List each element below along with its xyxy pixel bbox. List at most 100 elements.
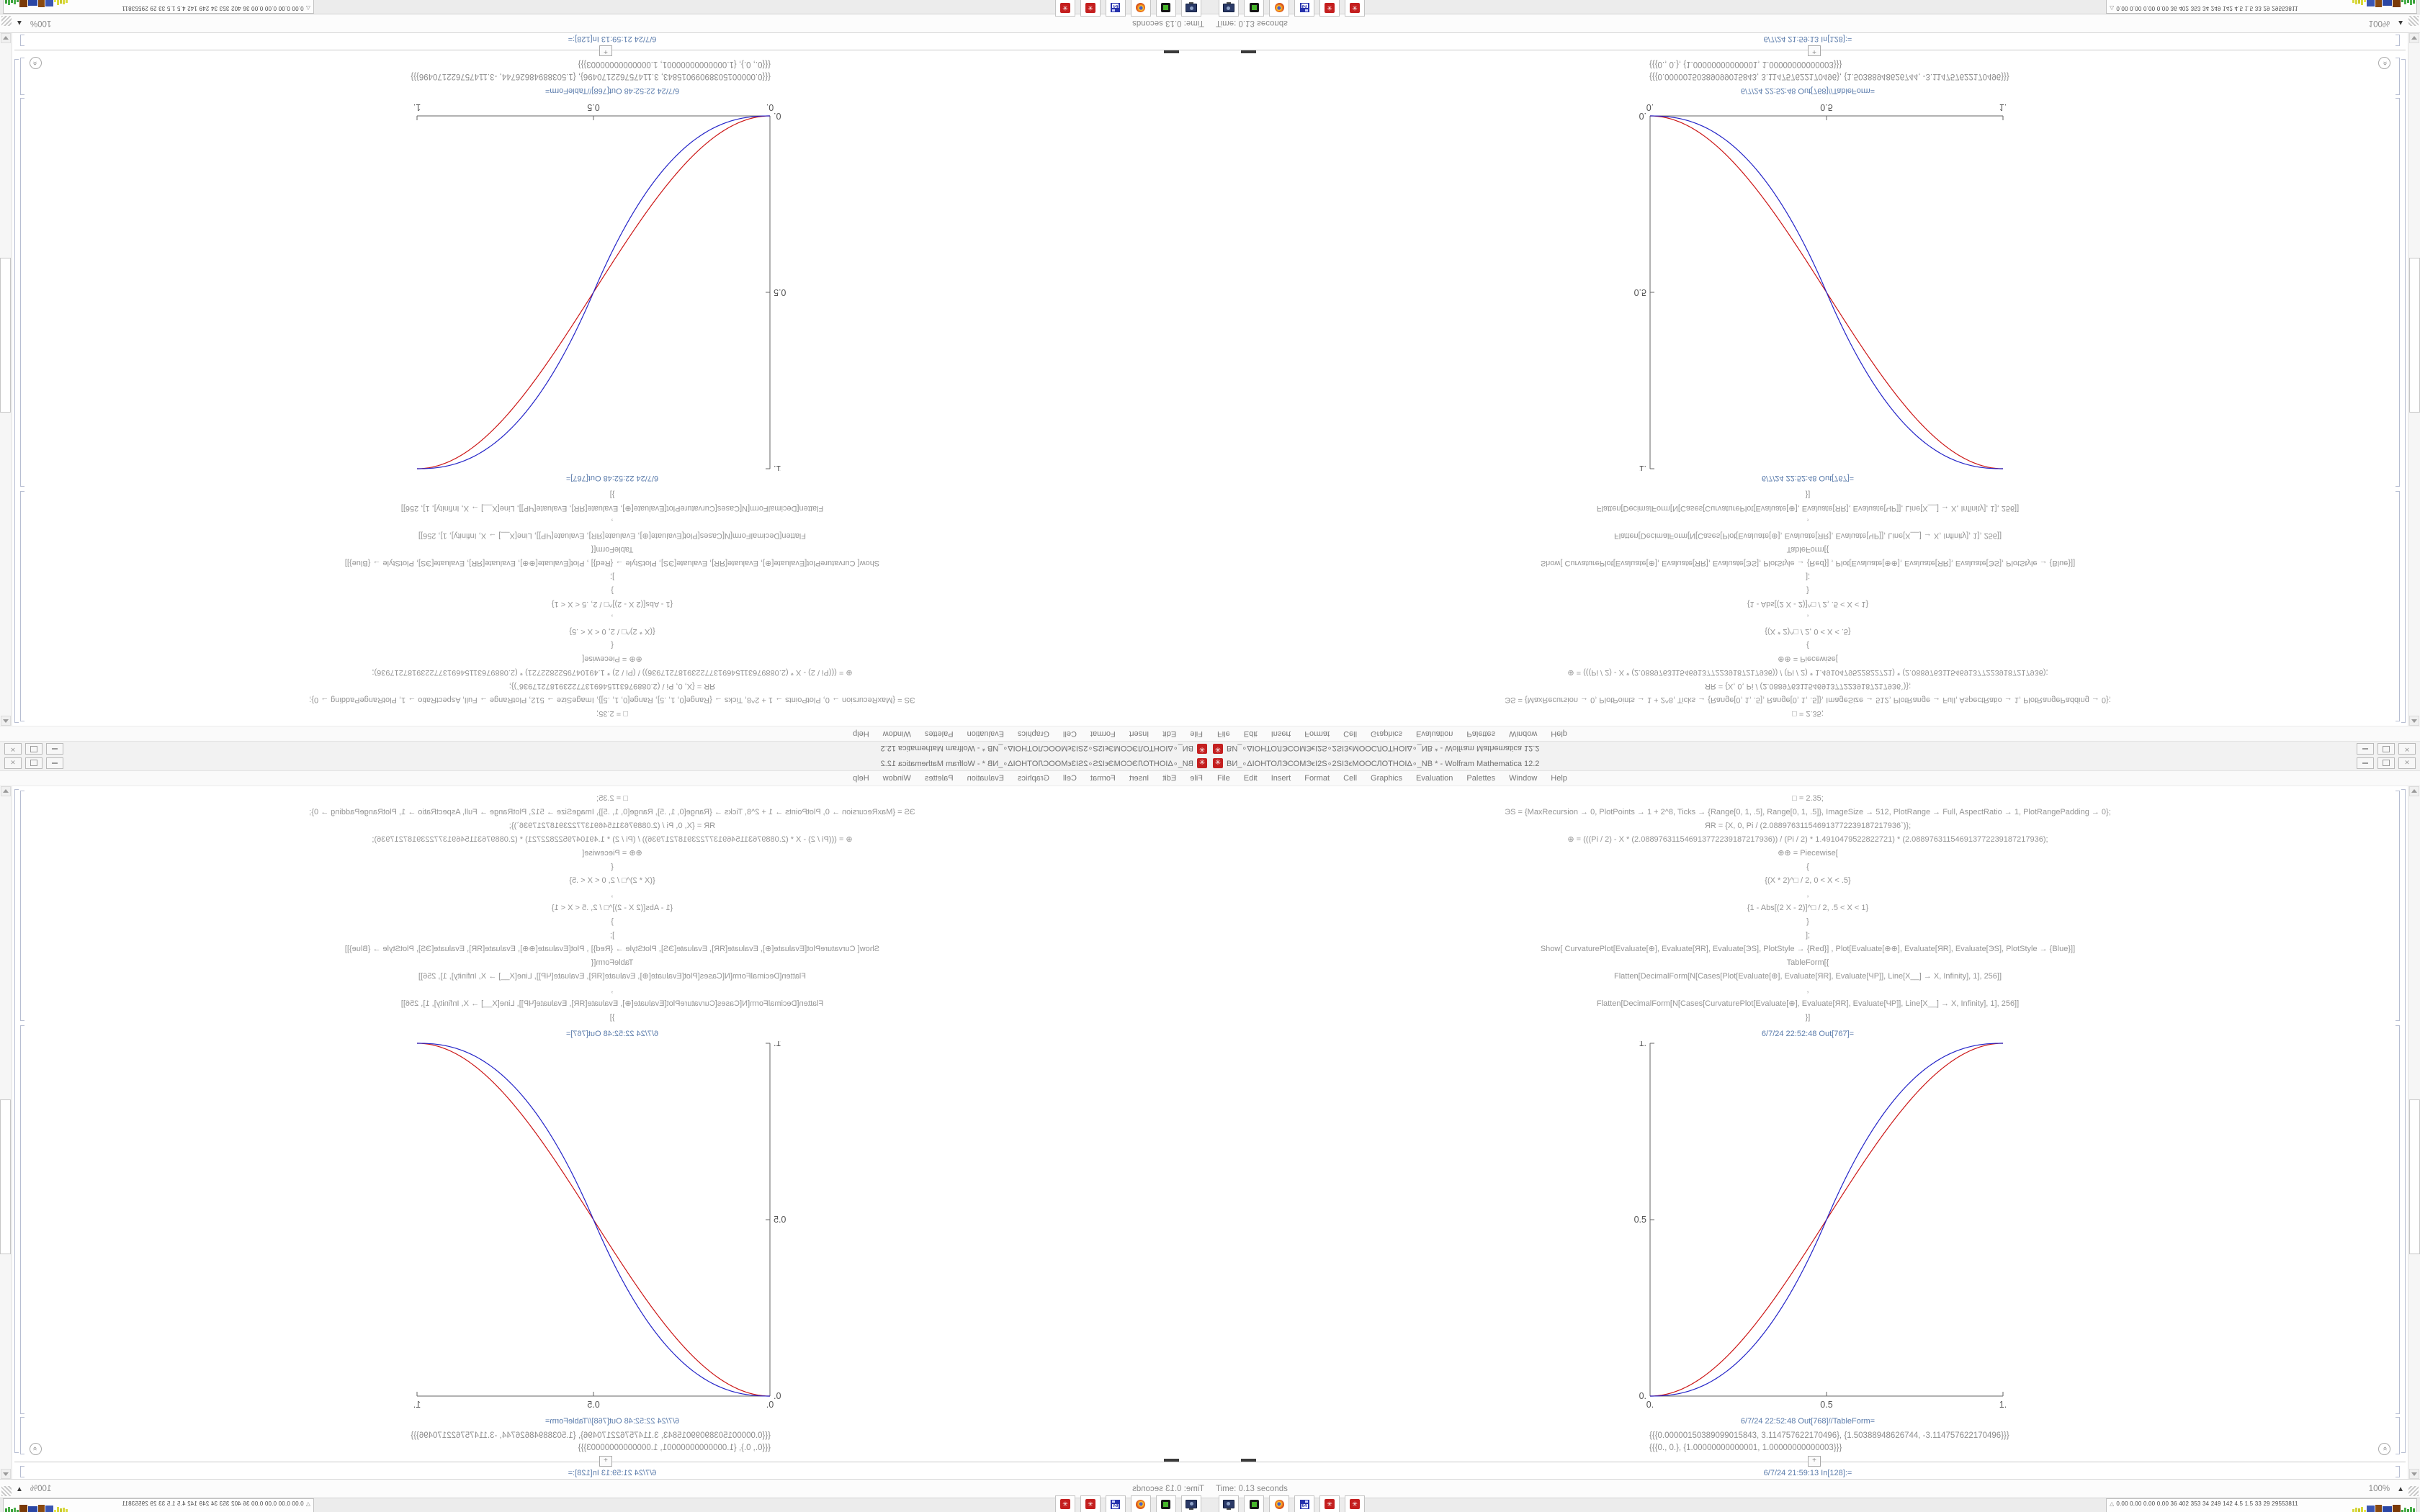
mathematica-app-button-1[interactable]: ✳	[1080, 1495, 1101, 1512]
code-line[interactable]: Flatten[DecimalForm[N[Cases[Plot[Evaluat…	[418, 531, 807, 540]
menu-item[interactable]: Palettes	[924, 774, 954, 783]
code-line[interactable]: ЯR = {X, 0, Pi / (2.08897631154691377223…	[508, 822, 716, 830]
code-line[interactable]: {1 - Abs[(2 X - 2)]^□ / 2, .5 < X < 1}	[1747, 904, 1869, 912]
notebook-area[interactable]: □ = 2.35; ЭЅ = {MaxRecursion → 0, PlotPoi…	[0, 786, 1210, 1479]
code-line[interactable]: }	[1806, 586, 1809, 595]
code-line[interactable]: {	[1806, 863, 1809, 871]
menu-item[interactable]: Format	[1304, 774, 1330, 783]
code-line[interactable]: ЯR = {X, 0, Pi / (2.08897631154691377223…	[1704, 682, 1912, 690]
system-monitor-app-button[interactable]	[1219, 1495, 1239, 1512]
scroll-down-arrow-icon[interactable]	[2409, 33, 2419, 43]
scroll-up-arrow-icon[interactable]	[1, 786, 11, 796]
plot-output-cell-bracket[interactable]	[20, 98, 24, 487]
menu-item[interactable]: Cell	[1062, 774, 1077, 783]
firefox-app-button[interactable]	[1131, 0, 1151, 17]
close-button[interactable]: ✕	[2398, 757, 2416, 769]
menu-item[interactable]: File	[1190, 729, 1203, 738]
tableform-cell-bracket[interactable]	[20, 1417, 24, 1454]
menu-item[interactable]: Palettes	[924, 729, 954, 738]
menu-item[interactable]: Insert	[1129, 729, 1150, 738]
green-app-button[interactable]	[1244, 0, 1264, 17]
firefox-app-button[interactable]	[1131, 1495, 1151, 1512]
minimize-button[interactable]	[2357, 757, 2374, 769]
menu-item[interactable]: Edit	[1162, 774, 1177, 783]
input-code-cell[interactable]: □ = 2.35; ЭЅ = {MaxRecursion → 0, PlotPoi…	[14, 487, 1210, 720]
menu-item[interactable]: File	[1190, 774, 1203, 783]
code-line[interactable]: }	[1806, 917, 1809, 926]
scroll-up-arrow-icon[interactable]	[1, 716, 11, 726]
menu-item[interactable]: Palettes	[1466, 774, 1496, 783]
menu-item[interactable]: Graphics	[1017, 774, 1049, 783]
window-resize-grip[interactable]	[2408, 16, 2419, 26]
group-collapse-chevron-icon[interactable]: «	[2378, 57, 2390, 69]
code-line[interactable]: ⊕ = (((Pi / 2) - X * (2.0889763115469137…	[372, 835, 853, 844]
code-line[interactable]: ЯR = {X, 0, Pi / (2.08897631154691377223…	[508, 682, 716, 690]
code-line[interactable]: Flatten[DecimalForm[N[Cases[CurvaturePlo…	[400, 504, 824, 513]
code-line[interactable]: {(X * 2)^□ / 2, 0 < X < .5}	[1765, 627, 1851, 636]
code-line[interactable]: ⊕⊕ = Piecewise[	[582, 849, 642, 858]
menu-item[interactable]: Help	[1551, 729, 1567, 738]
code-line[interactable]: ];	[609, 572, 615, 581]
in-cell-bracket[interactable]	[20, 35, 24, 46]
mathematica-app-button-1[interactable]: ✳	[1319, 0, 1340, 17]
menu-item[interactable]: Format	[1090, 729, 1116, 738]
menu-item[interactable]: Format	[1090, 774, 1116, 783]
magnification-level[interactable]: 100%	[30, 1485, 52, 1493]
cell-group-bracket[interactable]	[2401, 789, 2406, 1453]
code-line[interactable]: ЭЅ = {MaxRecursion → 0, PlotPoints → 1 +…	[1505, 696, 2111, 704]
plot-output-cell-bracket[interactable]	[20, 1025, 24, 1414]
menu-item[interactable]: Graphics	[1371, 729, 1403, 738]
cell-group-bracket[interactable]	[14, 59, 19, 723]
code-line[interactable]: Show[ CurvaturePlot[Evaluate[⊕], Evaluat…	[344, 945, 880, 953]
vertical-scrollbar[interactable]	[2408, 33, 2420, 726]
minimize-button[interactable]	[2357, 743, 2374, 755]
code-line[interactable]: Flatten[DecimalForm[N[Cases[Plot[Evaluat…	[418, 972, 807, 981]
window-resize-grip[interactable]	[1, 16, 12, 26]
group-collapse-chevron-icon[interactable]: «	[2378, 1443, 2390, 1455]
maximize-button[interactable]	[25, 757, 42, 769]
window-resize-grip[interactable]	[1, 1486, 12, 1496]
menu-item[interactable]: Insert	[1129, 774, 1150, 783]
mathematica-app-button-1[interactable]: ✳	[1319, 1495, 1340, 1512]
magnification-level[interactable]: 100%	[2368, 1485, 2390, 1493]
menu-item[interactable]: Graphics	[1371, 774, 1403, 783]
scroll-down-arrow-icon[interactable]	[1, 1469, 11, 1479]
code-line[interactable]: Flatten[DecimalForm[N[Cases[CurvaturePlo…	[1596, 999, 2020, 1008]
menu-item[interactable]: Evaluation	[967, 729, 1004, 738]
menu-item[interactable]: Edit	[1162, 729, 1177, 738]
input-cell-bracket[interactable]	[2396, 791, 2400, 1021]
menu-item[interactable]: Edit	[1243, 729, 1258, 738]
minimize-button[interactable]	[46, 743, 63, 755]
vertical-scrollbar[interactable]	[0, 786, 12, 1479]
code-line[interactable]: Flatten[DecimalForm[N[Cases[CurvaturePlo…	[400, 999, 824, 1008]
code-line[interactable]: Show[ CurvaturePlot[Evaluate[⊕], Evaluat…	[1540, 559, 2076, 567]
code-line[interactable]: TableForm[{	[591, 958, 634, 967]
insert-cell-plus-button[interactable]: +	[599, 45, 612, 56]
close-button[interactable]: ✕	[4, 743, 22, 755]
cell-group-bracket[interactable]	[2401, 59, 2406, 723]
magnification-level[interactable]: 100%	[2368, 19, 2390, 27]
magnification-menu-arrow-icon[interactable]: ▲	[16, 19, 23, 27]
code-line[interactable]: {1 - Abs[(2 X - 2)]^□ / 2, .5 < X < 1}	[551, 904, 673, 912]
mathematica-app-button-2[interactable]: ✳	[1345, 1495, 1365, 1512]
in-cell-bracket[interactable]	[2396, 1466, 2400, 1477]
code-line[interactable]: }]	[1805, 1013, 1811, 1022]
input-cell-bracket[interactable]	[20, 791, 24, 1021]
menu-item[interactable]: Evaluation	[1416, 774, 1453, 783]
green-app-button[interactable]	[1244, 1495, 1264, 1512]
window-titlebar[interactable]: ✳ ВИ_∘ΔІОНТОЛЭСОМЭϵІ2Ѕ∘2ЅІЗϵМООСЛОТНОІΔ∘…	[0, 756, 1210, 771]
vertical-scrollbar-thumb[interactable]	[2409, 1099, 2420, 1254]
menu-item[interactable]: Insert	[1270, 729, 1291, 738]
input-code-cell[interactable]: □ = 2.35; ЭЅ = {MaxRecursion → 0, PlotPoi…	[1210, 487, 2406, 720]
firefox-app-button[interactable]	[1269, 0, 1289, 17]
code-line[interactable]: ⊕ = (((Pi / 2) - X * (2.0889763115469137…	[372, 668, 853, 677]
floppy64-app-button[interactable]: 64	[1294, 0, 1314, 17]
menu-item[interactable]: Help	[853, 729, 869, 738]
group-collapse-chevron-icon[interactable]: «	[30, 57, 42, 69]
menu-item[interactable]: Window	[882, 729, 911, 738]
scroll-up-arrow-icon[interactable]	[2409, 716, 2419, 726]
notebook-area[interactable]: □ = 2.35; ЭЅ = {MaxRecursion → 0, PlotPoi…	[0, 33, 1210, 726]
code-line[interactable]: TableForm[{	[1786, 545, 1829, 554]
menu-item[interactable]: Window	[882, 774, 911, 783]
code-line[interactable]: ];	[1805, 572, 1811, 581]
